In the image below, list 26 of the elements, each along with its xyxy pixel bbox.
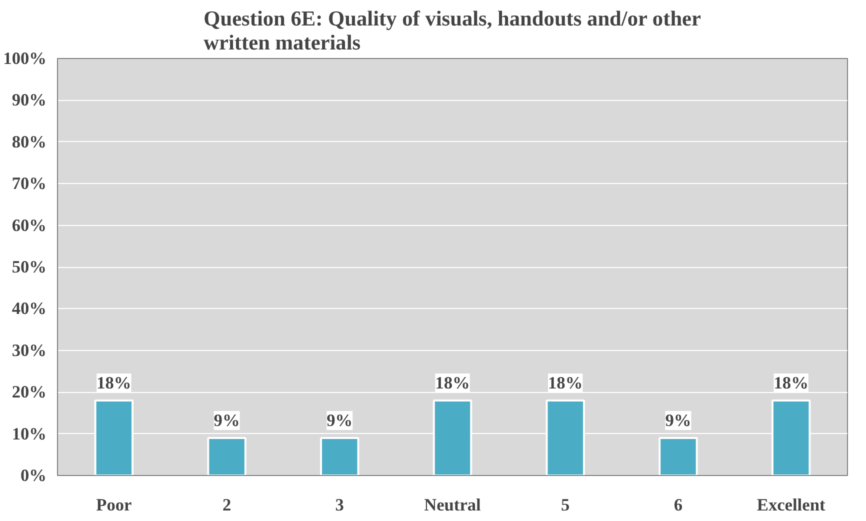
data-label: 18%: [435, 373, 470, 392]
chart-title: Question 6E: Quality of visuals, handouts and/or other written materials: [204, 6, 702, 54]
data-label: 9%: [665, 410, 692, 430]
x-tick-label: Excellent: [756, 496, 826, 514]
y-tick-label: 100%: [3, 49, 47, 68]
data-label: 9%: [326, 410, 353, 430]
x-tick-label: Neutral: [424, 496, 482, 514]
y-tick-label: 30%: [12, 340, 46, 360]
x-tick-label: 6: [674, 496, 683, 514]
y-tick-label: 10%: [12, 424, 46, 444]
x-tick-label: 3: [335, 496, 344, 514]
y-tick-label: 90%: [12, 90, 46, 110]
y-tick-label: 40%: [12, 299, 46, 318]
x-tick-label: 5: [561, 496, 570, 514]
y-tick-label: 80%: [12, 132, 46, 152]
y-tick-label: 20%: [12, 382, 46, 402]
y-tick-label: 60%: [12, 216, 46, 235]
data-label: 18%: [548, 373, 583, 392]
y-tick-label: 50%: [12, 258, 46, 276]
x-tick-label: Poor: [96, 496, 132, 514]
y-tick-label: 0%: [20, 466, 47, 485]
data-label: 18%: [96, 373, 132, 392]
y-tick-label: 70%: [12, 174, 46, 194]
x-tick-label: 2: [222, 496, 232, 514]
data-label: 9%: [214, 410, 240, 430]
data-label: 18%: [774, 373, 808, 392]
